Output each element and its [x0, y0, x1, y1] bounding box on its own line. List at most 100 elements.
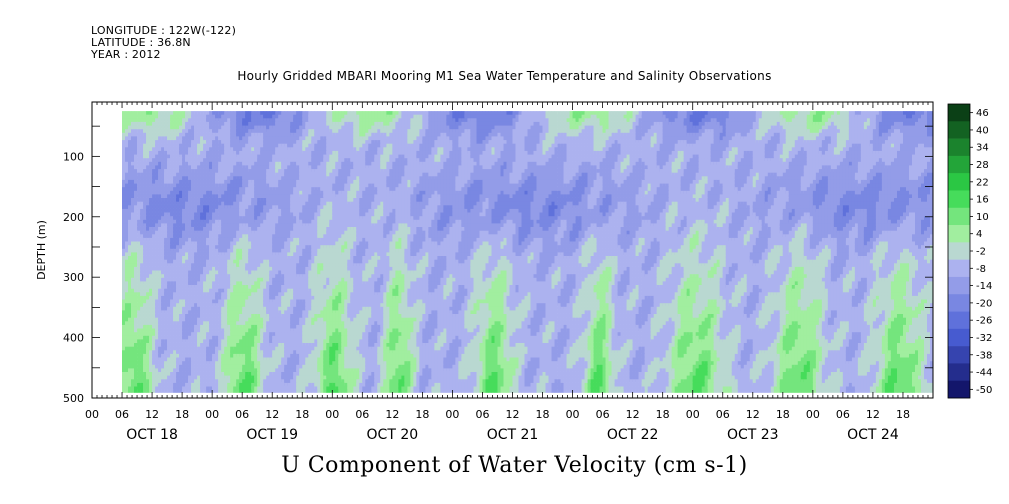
heatmap-cell [305, 187, 309, 194]
heatmap-cell [260, 317, 264, 324]
heatmap-cell [209, 353, 213, 361]
heatmap-cell [209, 343, 213, 350]
heatmap-cell [224, 375, 228, 382]
heatmap-cell [278, 165, 282, 172]
heatmap-cell [287, 143, 291, 150]
heatmap-cell [233, 256, 237, 263]
heatmap-cell [212, 169, 216, 176]
heatmap-cell [209, 350, 213, 357]
heatmap-cell [278, 143, 282, 150]
heatmap-cell [185, 219, 189, 227]
heatmap-cell [212, 353, 216, 361]
heatmap-cell [224, 382, 228, 390]
heatmap-cell [305, 179, 309, 187]
heatmap-cell [233, 375, 237, 382]
heatmap-cell [167, 158, 171, 165]
heatmap-cell [248, 234, 252, 241]
heatmap-cell [257, 187, 261, 194]
heatmap-cell [302, 234, 306, 241]
heatmap-cell [197, 176, 201, 183]
heatmap-cell [137, 129, 141, 136]
heatmap-cell [284, 179, 288, 187]
heatmap-cell [194, 299, 198, 306]
heatmap-cell [200, 125, 204, 132]
heatmap-cell [185, 143, 189, 150]
heatmap-cell [236, 361, 240, 368]
heatmap-cell [167, 129, 171, 136]
heatmap-cell [239, 259, 243, 266]
heatmap-cell [257, 114, 261, 121]
heatmap-cell [131, 310, 135, 317]
heatmap-cell [215, 252, 219, 259]
heatmap-cell [191, 216, 195, 223]
heatmap-cell [272, 343, 276, 350]
heatmap-cell [224, 274, 228, 281]
heatmap-cell [197, 150, 201, 158]
heatmap-cell [128, 361, 132, 368]
heatmap-cell [173, 205, 177, 212]
heatmap-cell [128, 382, 132, 390]
heatmap-cell [260, 256, 264, 263]
heatmap-cell [254, 179, 258, 187]
heatmap-cell [188, 259, 192, 266]
heatmap-cell [143, 266, 147, 274]
heatmap-cell [182, 303, 186, 310]
heatmap-cell [194, 368, 198, 375]
heatmap-cell [155, 350, 159, 357]
heatmap-cell [167, 183, 171, 190]
heatmap-cell [275, 303, 279, 310]
heatmap-cell [122, 143, 126, 150]
heatmap-cell [179, 343, 183, 350]
heatmap-cell [254, 216, 258, 223]
heatmap-cell [287, 353, 291, 361]
heatmap-cell [158, 161, 162, 169]
heatmap-cell [203, 379, 207, 386]
heatmap-cell [206, 317, 210, 324]
heatmap-cell [236, 121, 240, 129]
heatmap-cell [221, 147, 225, 154]
heatmap-cell [155, 285, 159, 292]
heatmap-cell [227, 372, 231, 379]
heatmap-cell [281, 216, 285, 223]
heatmap-cell [173, 183, 177, 190]
heatmap-cell [284, 143, 288, 150]
heatmap-cell [227, 143, 231, 150]
heatmap-cell [293, 339, 297, 346]
heatmap-cell [221, 136, 225, 143]
heatmap-cell [203, 256, 207, 263]
heatmap-cell [170, 382, 174, 390]
heatmap-cell [260, 372, 264, 379]
heatmap-cell [281, 227, 285, 234]
heatmap-cell [263, 321, 267, 328]
heatmap-cell [239, 328, 243, 335]
heatmap-cell [209, 303, 213, 310]
heatmap-cell [221, 306, 225, 314]
heatmap-cell [236, 288, 240, 295]
heatmap-cell [242, 172, 246, 179]
heatmap-cell [239, 274, 243, 281]
heatmap-cell [266, 165, 270, 172]
heatmap-cell [122, 136, 126, 143]
heatmap-cell [158, 386, 162, 393]
heatmap-cell [218, 143, 222, 150]
heatmap-cell [305, 230, 309, 237]
heatmap-cell [191, 161, 195, 169]
heatmap-cell [173, 198, 177, 205]
heatmap-cell [299, 194, 303, 201]
heatmap-cell [275, 314, 279, 321]
heatmap-cell [158, 357, 162, 364]
heatmap-cell [299, 176, 303, 183]
heatmap-cell [287, 179, 291, 187]
heatmap-cell [203, 208, 207, 216]
heatmap-cell [257, 252, 261, 259]
heatmap-cell [236, 259, 240, 266]
heatmap-cell [200, 176, 204, 183]
heatmap-cell [137, 212, 141, 219]
heatmap-cell [275, 143, 279, 150]
heatmap-cell [248, 281, 252, 288]
heatmap-cell [131, 274, 135, 281]
heatmap-cell [131, 165, 135, 172]
heatmap-cell [272, 187, 276, 194]
heatmap-cell [149, 266, 153, 274]
heatmap-cell [167, 165, 171, 172]
